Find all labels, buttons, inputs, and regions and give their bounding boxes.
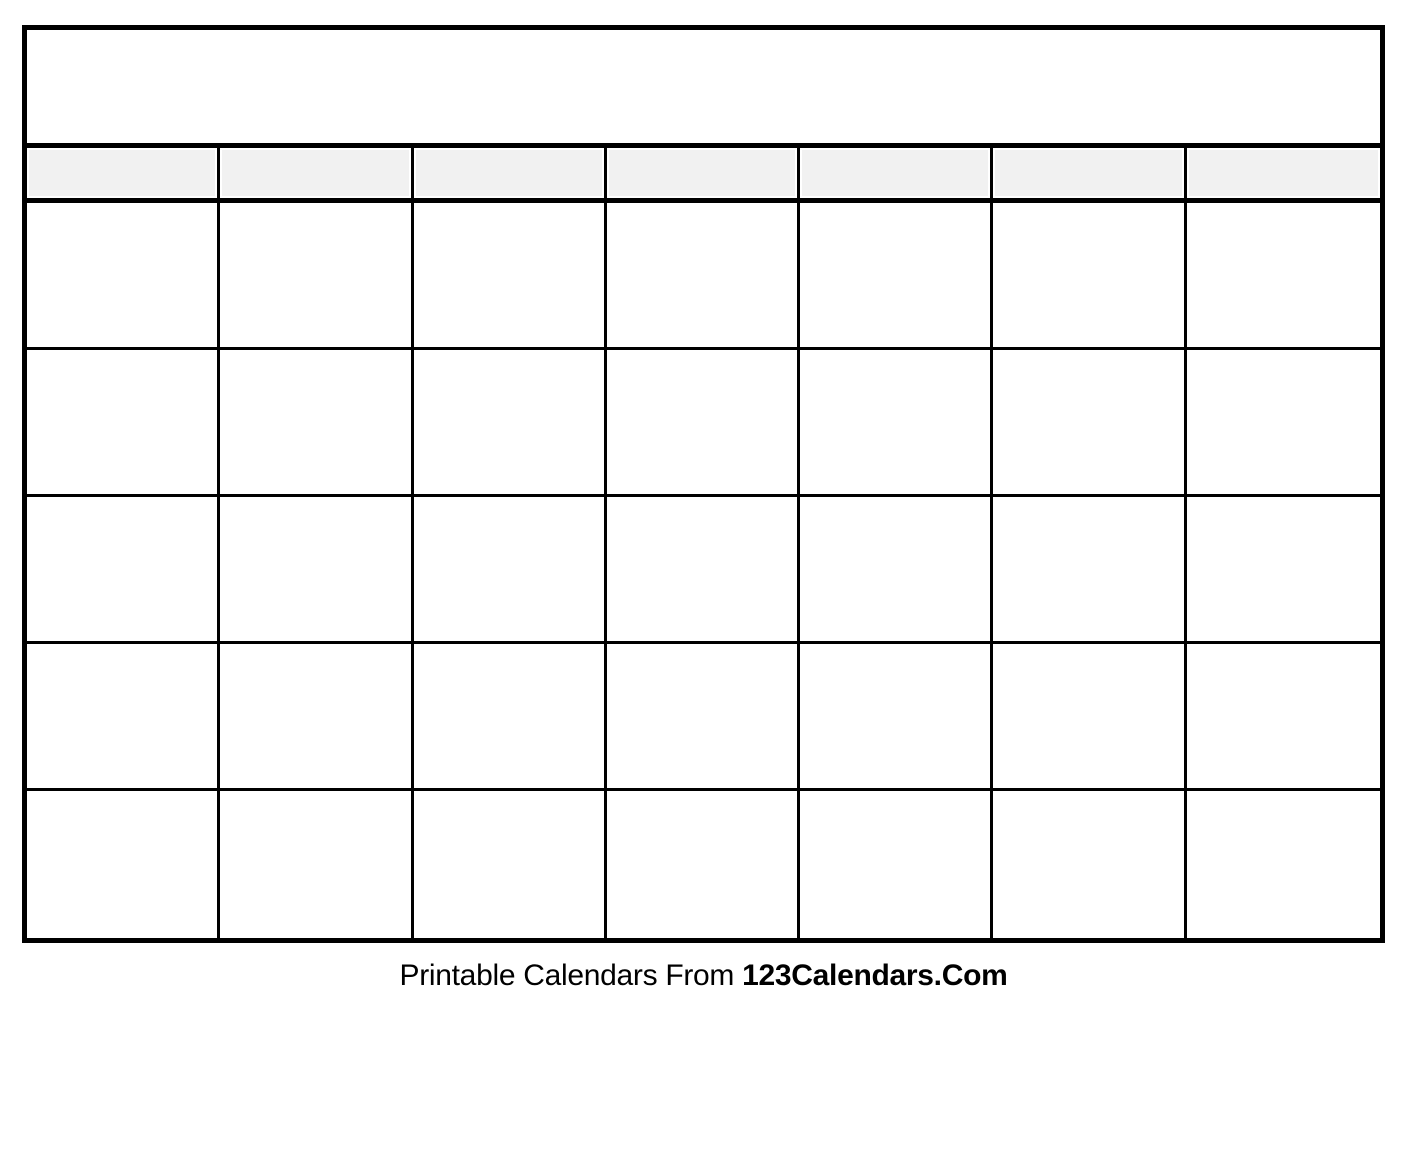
calendar-cell <box>606 791 801 938</box>
calendar-cell <box>27 644 221 791</box>
calendar-cell <box>993 644 1187 791</box>
calendar-cell <box>1186 644 1380 791</box>
calendar-template <box>22 25 1385 943</box>
calendar-cell <box>800 644 994 791</box>
day-header-row <box>27 148 1380 203</box>
calendar-cell <box>27 791 221 938</box>
calendar-cell <box>27 497 221 644</box>
calendar-cell <box>800 350 994 497</box>
calendar-cell <box>27 350 221 497</box>
calendar-cell <box>993 350 1187 497</box>
footer-credit-bold: 123Calendars.Com <box>742 959 1008 992</box>
calendar-cell <box>220 203 414 350</box>
calendar-cell <box>993 497 1187 644</box>
calendar-cell <box>993 791 1187 938</box>
calendar-cell <box>606 644 801 791</box>
calendar-cell <box>606 350 801 497</box>
day-header-cell <box>800 148 994 198</box>
calendar-cell <box>800 497 994 644</box>
calendar-cell <box>220 350 414 497</box>
calendar-cell <box>413 350 607 497</box>
calendar-grid <box>27 203 1380 938</box>
calendar-cell <box>413 791 607 938</box>
calendar-cell <box>220 644 414 791</box>
calendar-cell <box>800 203 994 350</box>
month-title-box <box>27 30 1380 148</box>
footer-credit: Printable Calendars From 123Calendars.Co… <box>22 956 1385 996</box>
calendar-cell <box>413 644 607 791</box>
calendar-cell <box>993 203 1187 350</box>
calendar-cell <box>1186 203 1380 350</box>
calendar-cell <box>27 203 221 350</box>
calendar-cell <box>220 791 414 938</box>
calendar-cell <box>1186 497 1380 644</box>
calendar-cell <box>220 497 414 644</box>
day-header-cell <box>220 148 414 198</box>
day-header-cell <box>413 148 607 198</box>
day-header-cell <box>27 148 221 198</box>
calendar-cell <box>413 497 607 644</box>
calendar-cell <box>606 203 801 350</box>
day-header-cell <box>1186 148 1380 198</box>
calendar-cell <box>413 203 607 350</box>
calendar-cell <box>1186 350 1380 497</box>
calendar-cell <box>1186 791 1380 938</box>
footer-credit-regular: Printable Calendars From <box>399 959 743 992</box>
day-header-cell <box>606 148 801 198</box>
day-header-cell <box>993 148 1187 198</box>
calendar-cell <box>800 791 994 938</box>
calendar-cell <box>606 497 801 644</box>
